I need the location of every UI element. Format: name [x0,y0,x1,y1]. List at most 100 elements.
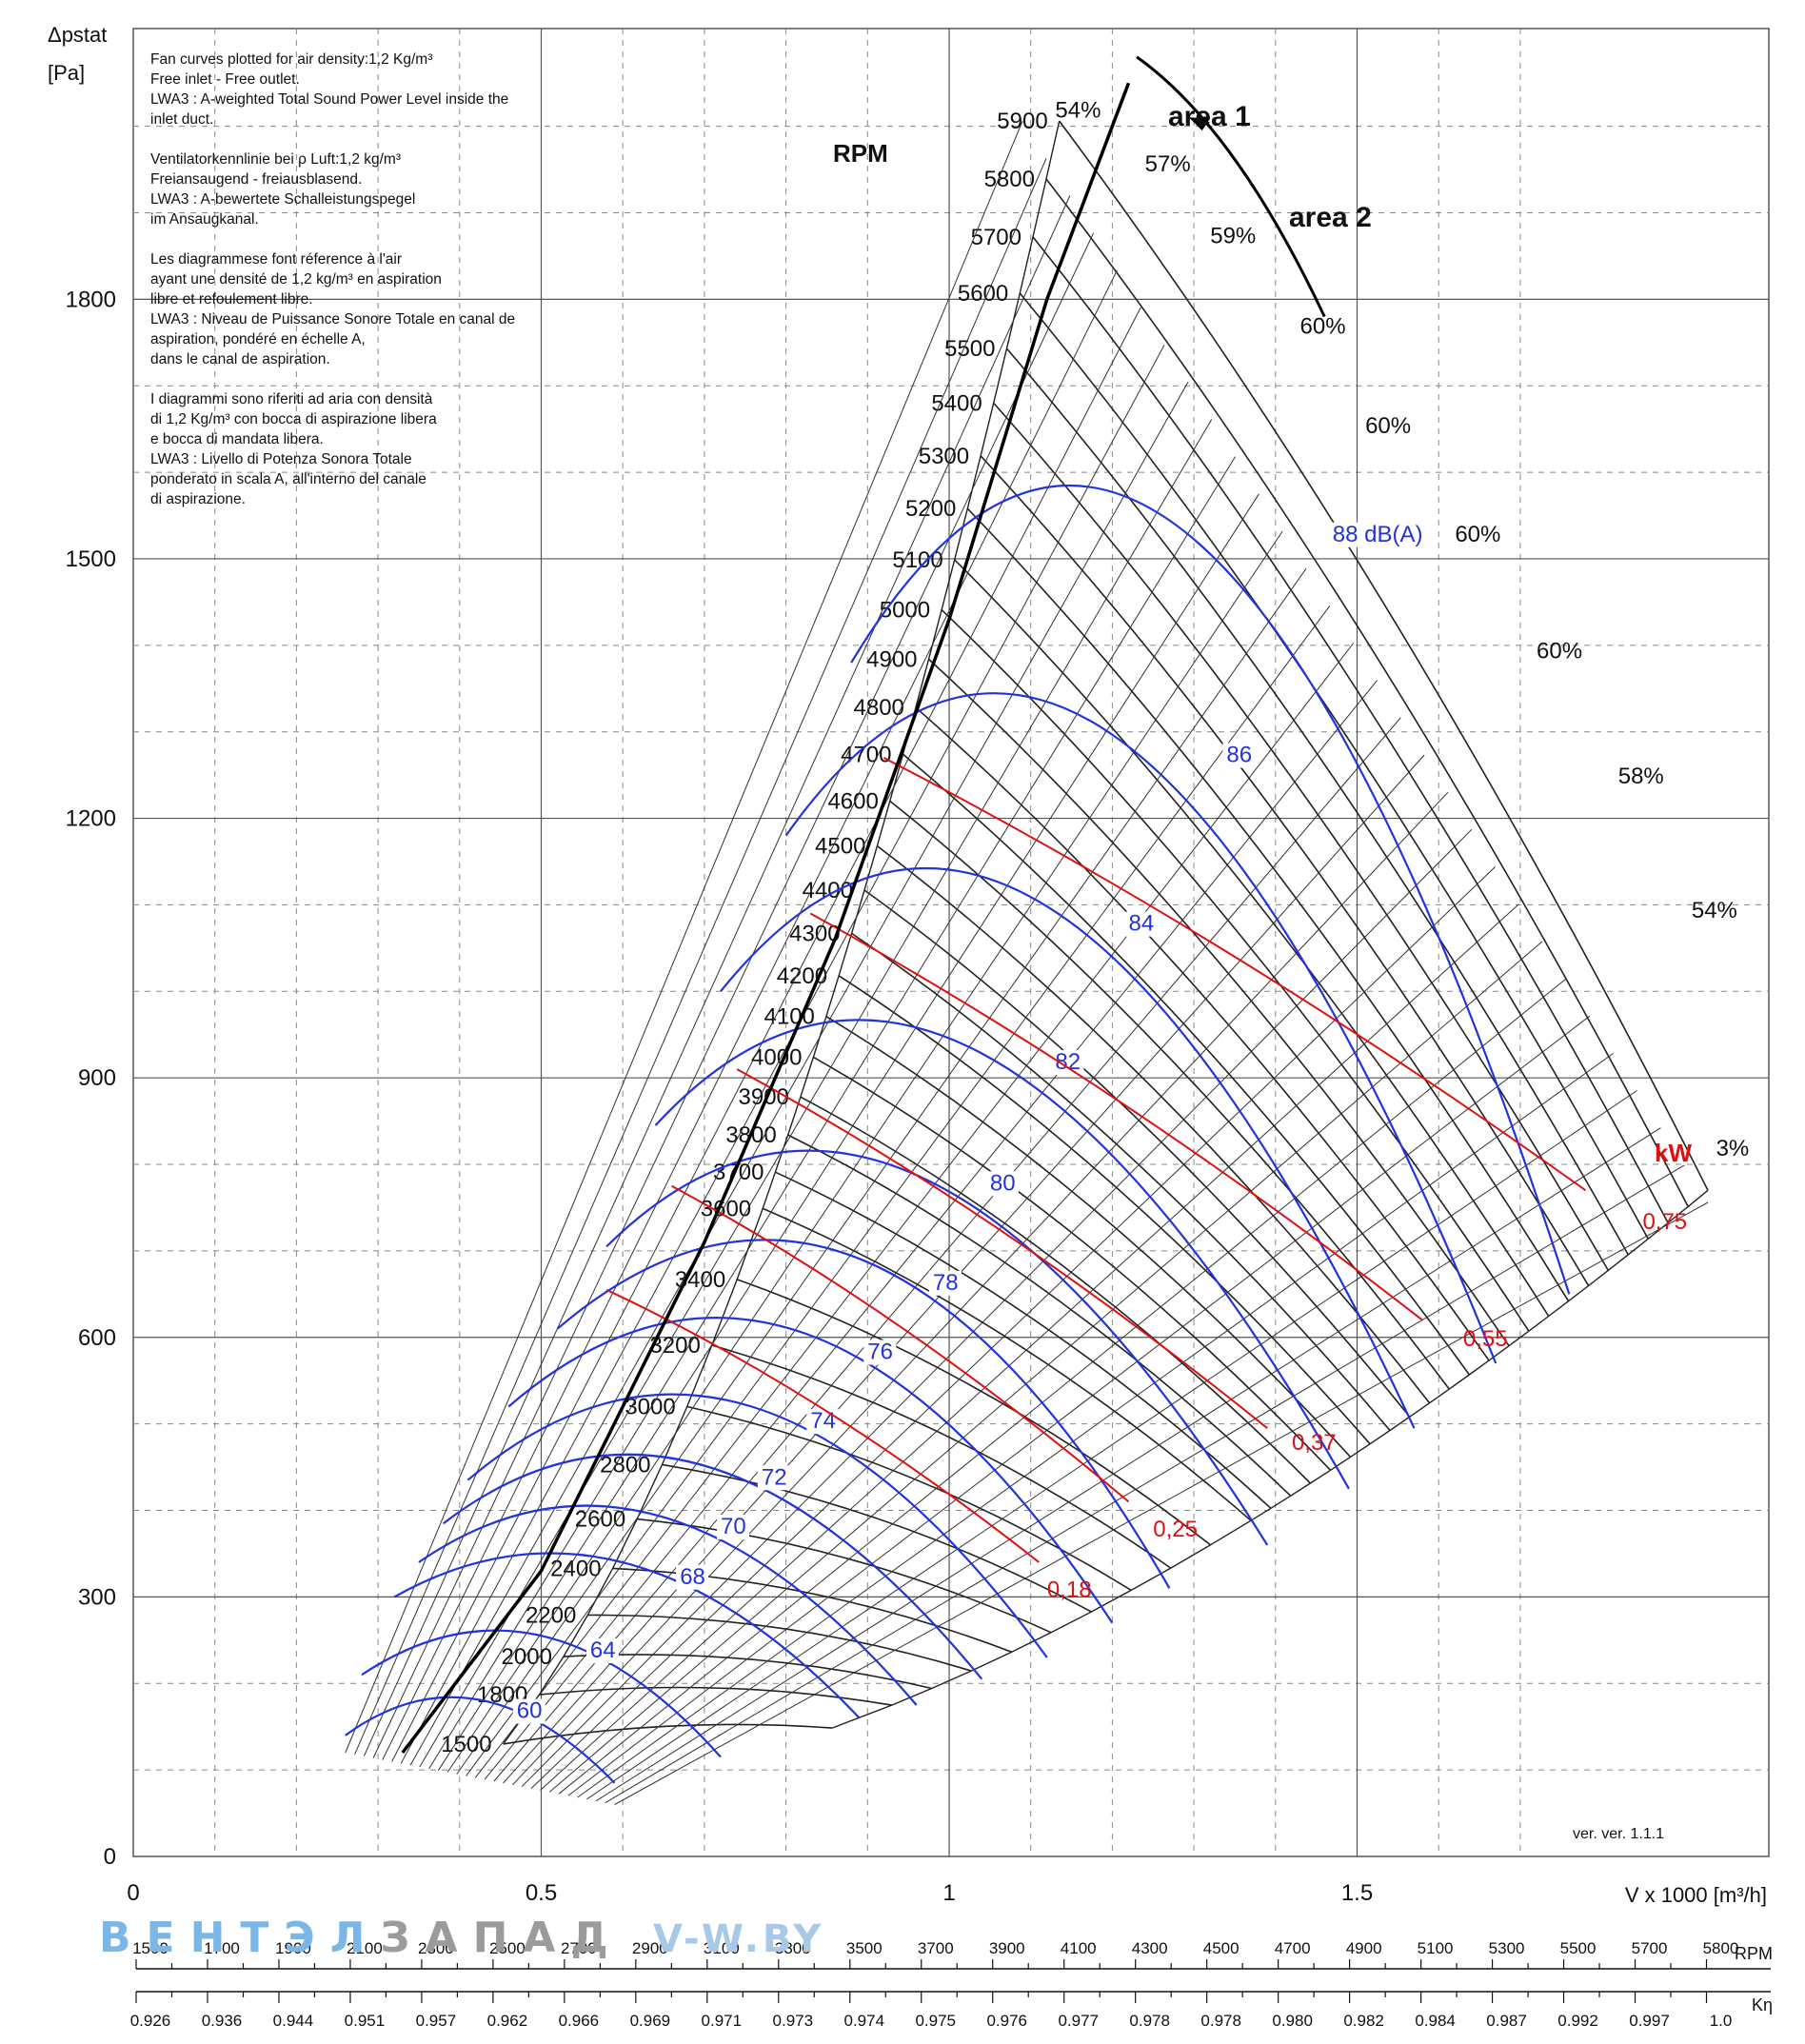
rpm-scale-value: 3700 [918,1939,954,1957]
k-scale-label: Kη [1752,1995,1773,2014]
notes-line: LWA3 : Niveau de Puissance Sonore Totale… [150,311,516,327]
k-scale-value: 0.971 [702,2012,743,2030]
rpm-scale-value: 4900 [1346,1939,1382,1957]
rpm-scale-value: 4700 [1275,1939,1311,1957]
rpm-scale-value: 1500 [132,1939,169,1957]
left-boundary [503,120,1061,1745]
speed-curve [993,402,1609,1271]
efficiency-label: 60% [1365,413,1411,439]
sound-curve-label: 60 [517,1698,543,1724]
speed-curve-label: 5500 [944,336,995,362]
efficiency-ray [456,567,1307,1775]
speed-curve-label: 5600 [958,281,1008,307]
y-tick-label: 1500 [66,546,116,572]
sound-curve [361,1629,722,1758]
notes-line: ayant une densité de 1,2 kg/m³ en aspira… [150,271,442,288]
efficiency-label: 60% [1537,638,1582,664]
y-tick-label: 300 [78,1584,116,1610]
sound-curve [556,1239,1171,1589]
efficiency-ray [372,232,1095,1758]
sound-label-bg [985,1171,1019,1197]
efficiency-ray [382,269,1118,1760]
k-scale-value: 0.984 [1415,2012,1456,2030]
efficiency-ray [391,307,1141,1762]
speed-curve-label: 5400 [931,390,982,416]
y-tick-label: 0 [104,1844,116,1870]
efficiency-label: 60% [1300,314,1346,340]
speed-curve-label: 2200 [526,1602,576,1628]
brand-part-3: V-W.BY [653,1917,825,1961]
x-tick-label: 1 [942,1880,955,1906]
bottom-boundary [831,1189,1709,1729]
rpm-scale-value: 3300 [775,1939,811,1957]
notes-line: di 1,2 Kg/m³ con bocca di aspirazione li… [150,411,437,427]
rpm-scale-label: RPM [1735,1944,1773,1963]
speed-curve [1059,120,1709,1191]
k-scale-value: 1.0 [1710,2012,1733,2030]
sound-label-bg [1222,743,1256,768]
speed-curve [787,1134,1292,1497]
sound-label-bg [1328,522,1436,547]
sound-curve [784,692,1498,1364]
efficiency-ray [567,1015,1591,1796]
efficiency-label: 3% [1716,1136,1750,1161]
rpm-scale-value: 2500 [489,1939,526,1957]
efficiency-ray [503,754,1425,1784]
efficiency-ray [400,344,1165,1764]
efficiency-ray [586,1090,1637,1800]
efficiency-ray [446,530,1283,1773]
brand-part-2: ЗАПАД [380,1914,624,1962]
notes-line: LWA3 : A-weighted Total Sound Power Leve… [150,91,509,108]
efficiency-ray [428,456,1236,1770]
efficiency-ray [558,978,1567,1795]
sound-curve [443,1453,983,1680]
speed-curve [980,455,1590,1286]
kw-label: kW [1655,1139,1692,1167]
rpm-scale-value: 5100 [1418,1939,1454,1957]
speed-curve [736,1279,1211,1546]
sound-curve [393,1552,861,1719]
power-curve-label: 0,37 [1292,1430,1337,1456]
efficiency-ray [493,717,1401,1782]
rpm-scale-value: 4100 [1061,1939,1097,1957]
speed-curve [876,844,1431,1404]
notes-line: ponderato in scala A, all'interno del ca… [150,471,426,487]
speed-curve [825,1016,1352,1458]
notes-paragraph: Fan curves plotted for air density:1,2 K… [150,50,598,129]
speed-curve [637,1518,1052,1634]
k-scale-value: 0.975 [915,2012,956,2030]
k-scale-value: 0.944 [273,2012,314,2030]
efficiency-ray [605,1164,1685,1804]
rpm-scale-value: 4300 [1132,1939,1168,1957]
notes-line: Les diagrammese font réference à l'air [150,251,403,268]
notes-paragraph: Les diagrammese font réference à l'air ay… [150,249,598,369]
efficiency-ray [345,120,1023,1754]
speed-curve [503,1723,833,1745]
sound-label-bg [863,1340,897,1365]
rpm-scale-value: 5500 [1560,1939,1597,1957]
brand-part-1: ВЕНТЭЛ [99,1914,381,1962]
notes-line: Ventilatorkennlinie bei ρ Luft:1,2 kg/m³ [150,151,401,168]
rpm-scale-value: 4500 [1203,1939,1240,1957]
rpm-scale-value: 3900 [989,1939,1025,1957]
efficiency-ray [521,828,1473,1788]
speed-curve [1005,347,1629,1256]
sound-label-bg [512,1698,545,1724]
power-curve-label: 0,18 [1047,1577,1092,1602]
k-scale-value: 0.987 [1486,2012,1527,2030]
y-axis-unit: [Pa] [48,61,85,85]
sound-label-bg [757,1465,790,1491]
notes-line: LWA3 : A-bewertete Schalleistungspegel [150,191,416,208]
speed-curve [954,559,1550,1317]
speed-curve-label: 5000 [880,598,930,624]
k-scale-value: 0.997 [1629,2012,1670,2030]
efficiency-ray [614,1201,1709,1805]
efficiency-label: 54% [1055,98,1101,124]
k-scale-value: 0.980 [1272,2012,1313,2030]
speed-curve [838,975,1371,1445]
k-scale-value: 0.936 [202,2012,243,2030]
notes-line: dans le canal de aspiration. [150,351,330,367]
speed-curve-label: 5800 [984,167,1035,192]
efficiency-ray [419,419,1213,1768]
sound-curve [720,867,1416,1429]
